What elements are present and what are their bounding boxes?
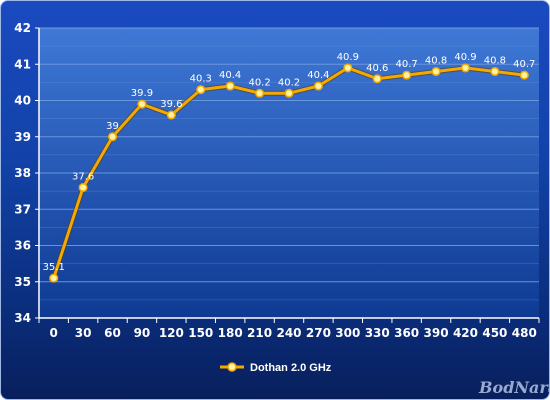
- data-point: [431, 66, 441, 77]
- grid-lines: [39, 27, 539, 301]
- y-tick-label: 42: [14, 21, 31, 35]
- data-point: [490, 66, 500, 77]
- x-tick-label: 120: [159, 326, 184, 340]
- x-tick-label: 240: [276, 326, 301, 340]
- y-tick-label: 34: [14, 311, 31, 325]
- data-label: 40.8: [484, 56, 506, 67]
- x-tick-label: 450: [482, 326, 507, 340]
- data-labels: 35.1 37.6 39 39.9 39.6 40.3 40.4 40.2 40.2 40.4 40…: [43, 52, 536, 273]
- y-tick-label: 37: [14, 202, 31, 216]
- data-label: 37.6: [72, 172, 94, 183]
- y-tick-label: 41: [14, 57, 31, 71]
- x-tick-label: 330: [365, 326, 390, 340]
- data-label: 40.3: [190, 74, 212, 85]
- data-label: 35.1: [43, 262, 65, 273]
- data-point: [284, 88, 294, 98]
- data-label: 40.7: [513, 59, 535, 70]
- data-label: 39.9: [131, 88, 153, 99]
- data-point: [313, 81, 323, 91]
- data-point: [196, 85, 206, 95]
- series-dothan: [49, 63, 529, 283]
- data-label: 40.4: [219, 70, 241, 81]
- data-label: 40.9: [454, 52, 476, 63]
- data-point: [402, 70, 412, 80]
- x-tick-label: 300: [335, 326, 360, 340]
- x-tick-labels: 0 30 60 90 120 150 180 210 240 270 300 330 360 390 420…: [50, 326, 537, 340]
- axes: [35, 27, 540, 323]
- x-tick-label: 360: [394, 326, 419, 340]
- y-tick-label: 36: [14, 239, 31, 253]
- data-point: [343, 63, 353, 73]
- legend-marker-swatch: [227, 362, 237, 372]
- x-tick-label: 270: [306, 326, 331, 340]
- legend: Dothan 2.0 GHz: [220, 362, 332, 374]
- data-label: 40.6: [366, 63, 388, 74]
- data-label: 39.6: [160, 99, 182, 110]
- y-tick-label: 35: [14, 275, 31, 289]
- data-point: [225, 81, 235, 91]
- watermark-logo: BodNara: [478, 378, 549, 397]
- x-tick-label: 60: [104, 326, 121, 340]
- x-tick-label: 480: [512, 326, 537, 340]
- y-tick-label: 38: [14, 166, 31, 180]
- data-label: 40.8: [425, 56, 447, 67]
- x-tick-label: 210: [247, 326, 272, 340]
- data-point: [78, 182, 88, 193]
- x-tick-label: 420: [453, 326, 478, 340]
- x-tick-label: 150: [188, 326, 213, 340]
- data-point: [137, 99, 147, 109]
- x-tick-label: 180: [218, 326, 243, 340]
- data-label: 40.4: [307, 70, 329, 81]
- y-tick-labels: 34 35 36 37 38 39 40 41 42: [14, 21, 31, 325]
- data-label: 40.9: [337, 52, 359, 63]
- data-point: [460, 63, 471, 73]
- data-point: [49, 273, 59, 283]
- x-tick-label: 90: [134, 326, 151, 340]
- y-tick-label: 40: [14, 94, 31, 108]
- y-tick-label: 39: [14, 130, 31, 144]
- data-point: [107, 132, 118, 142]
- x-tick-label: 0: [50, 326, 58, 340]
- data-point: [255, 88, 265, 98]
- x-tick-label: 390: [424, 326, 449, 340]
- x-tick-label: 30: [75, 326, 92, 340]
- data-label: 40.2: [248, 77, 270, 88]
- data-label: 39: [106, 121, 119, 132]
- data-point: [372, 74, 382, 84]
- data-label: 40.7: [396, 59, 418, 70]
- legend-label: Dothan 2.0 GHz: [250, 362, 332, 374]
- data-point: [166, 110, 176, 120]
- data-label: 40.2: [278, 77, 300, 88]
- data-point: [519, 70, 529, 80]
